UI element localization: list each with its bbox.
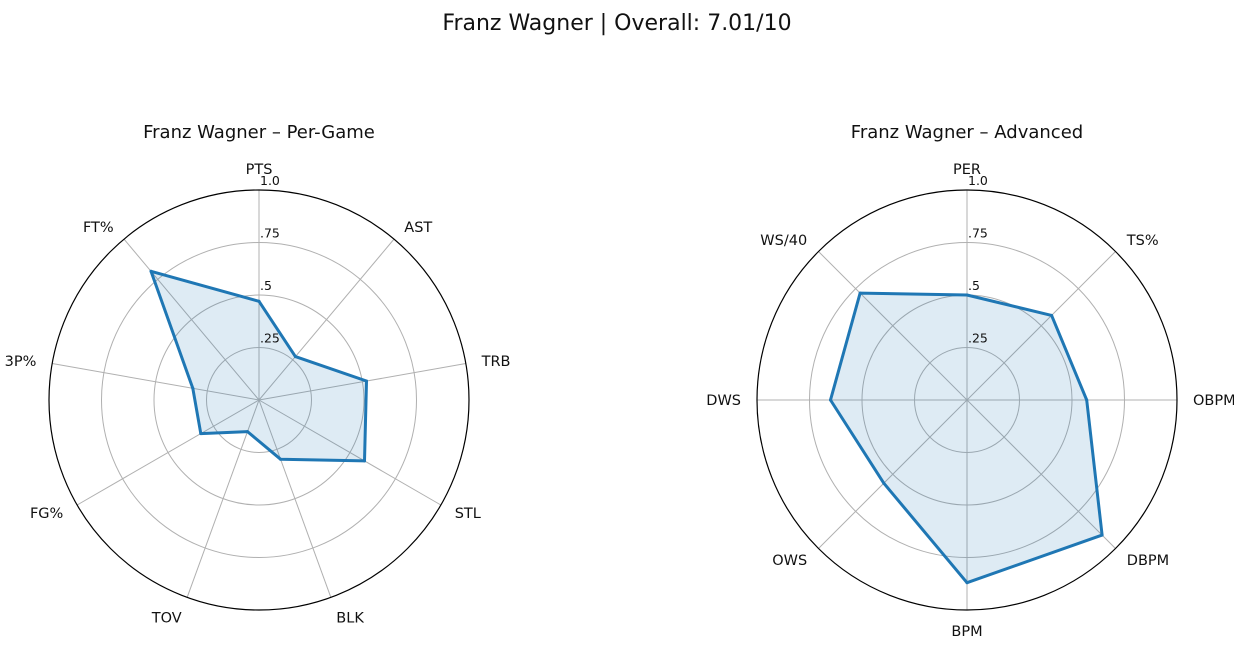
advanced-axis-label-ts-pct: TS% bbox=[1126, 233, 1159, 249]
advanced-axis-label-per: PER bbox=[953, 162, 981, 178]
advanced-data-point-ws-per-40 bbox=[858, 291, 862, 295]
per-game-data-point-3p-pct bbox=[191, 386, 195, 390]
per-game-spoke-trb bbox=[258, 363, 466, 401]
per-game-spoke-fg-pct bbox=[76, 399, 260, 506]
per-game-chart-title: Franz Wagner – Per-Game bbox=[143, 122, 375, 143]
advanced-r-tick-label: .5 bbox=[968, 278, 980, 293]
advanced-data-point-bpm bbox=[965, 581, 969, 585]
advanced-data-point-dws bbox=[829, 398, 832, 402]
per-game-spoke-3p-pct bbox=[52, 363, 260, 401]
per-game-data-point-fg-pct bbox=[199, 432, 203, 436]
advanced-spoke-ows bbox=[818, 399, 968, 549]
per-game-data-polygon bbox=[149, 269, 368, 463]
advanced-axis-label-bpm: BPM bbox=[951, 624, 982, 640]
advanced-r-tick-label: 1.0 bbox=[968, 173, 988, 188]
advanced-spoke-ws-per-40 bbox=[818, 251, 968, 401]
per-game-axis-label-fg-pct: FG% bbox=[30, 506, 63, 522]
advanced-r-tick-label: .25 bbox=[968, 331, 988, 346]
per-game-r-tick-label: 1.0 bbox=[260, 173, 280, 188]
per-game-spoke-stl bbox=[258, 399, 442, 506]
per-game-data-point-tov bbox=[246, 430, 249, 434]
per-game-axis-label-tov: TOV bbox=[151, 610, 182, 626]
advanced-spoke-dbpm bbox=[966, 399, 1116, 549]
figure-title: Franz Wagner | Overall: 7.01/10 bbox=[442, 11, 791, 36]
per-game-r-tick-label: .25 bbox=[260, 331, 280, 346]
advanced-axis-label-dbpm: DBPM bbox=[1127, 553, 1169, 569]
advanced-data-point-per bbox=[965, 293, 969, 297]
per-game-spoke-ast bbox=[258, 238, 395, 401]
per-game-spoke-ft-pct bbox=[123, 238, 260, 401]
advanced-chart-title: Franz Wagner – Advanced bbox=[851, 122, 1083, 143]
per-game-spoke-blk bbox=[258, 399, 332, 598]
advanced-axis-label-ws-per-40: WS/40 bbox=[760, 233, 807, 249]
advanced-data-point-ows bbox=[882, 481, 886, 485]
per-game-axis-label-ft-pct: FT% bbox=[83, 220, 114, 236]
per-game-r-tick-label: .75 bbox=[260, 226, 280, 241]
advanced-axis-label-ows: OWS bbox=[772, 553, 807, 569]
per-game-axis-label-3p-pct: 3P% bbox=[5, 354, 37, 370]
per-game-axis-label-stl: STL bbox=[455, 506, 481, 522]
per-game-data-point-stl bbox=[363, 459, 366, 463]
per-game-axis-label-pts: PTS bbox=[246, 162, 273, 178]
advanced-axis-label-obpm: OBPM bbox=[1193, 393, 1234, 409]
advanced-r-tick-label: .75 bbox=[968, 226, 988, 241]
per-game-axis-label-trb: TRB bbox=[481, 354, 511, 370]
per-game-data-point-ast bbox=[293, 355, 297, 359]
per-game-data-point-blk bbox=[279, 457, 282, 461]
advanced-outer-frame bbox=[756, 189, 1178, 611]
per-game-data-point-ft-pct bbox=[149, 269, 153, 273]
advanced-data-polygon bbox=[829, 291, 1104, 585]
advanced-data-point-ts-pct bbox=[1050, 313, 1054, 317]
per-game-outer-frame bbox=[48, 189, 470, 611]
per-game-data-point-pts bbox=[257, 299, 261, 303]
advanced-spoke-ts-pct bbox=[966, 251, 1116, 401]
per-game-data-point-trb bbox=[365, 379, 368, 383]
advanced-data-point-obpm bbox=[1085, 398, 1089, 402]
advanced-data-point-dbpm bbox=[1100, 533, 1104, 537]
per-game-axis-label-blk: BLK bbox=[336, 610, 364, 626]
advanced-axis-label-dws: DWS bbox=[706, 393, 741, 409]
per-game-r-tick-label: .5 bbox=[260, 278, 272, 293]
per-game-axis-label-ast: AST bbox=[404, 220, 432, 236]
